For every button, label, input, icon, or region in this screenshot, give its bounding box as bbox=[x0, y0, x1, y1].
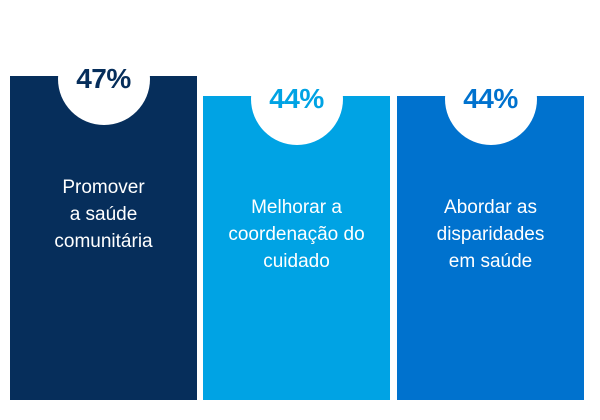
bar-2: Melhorar a coordenação do cuidado bbox=[203, 96, 390, 400]
category-label: Promover a saúde comunitária bbox=[54, 177, 153, 252]
category-label: Melhorar a coordenação do cuidado bbox=[228, 197, 365, 272]
category-label: Abordar as disparidades em saúde bbox=[436, 197, 545, 272]
value-label: 47% bbox=[60, 36, 147, 122]
bar-3: Abordar as disparidades em saúde bbox=[397, 96, 584, 400]
value-label: 44% bbox=[253, 56, 340, 142]
value-label: 44% bbox=[447, 56, 534, 142]
bar-1: Promover a saúde comunitária bbox=[10, 76, 197, 400]
